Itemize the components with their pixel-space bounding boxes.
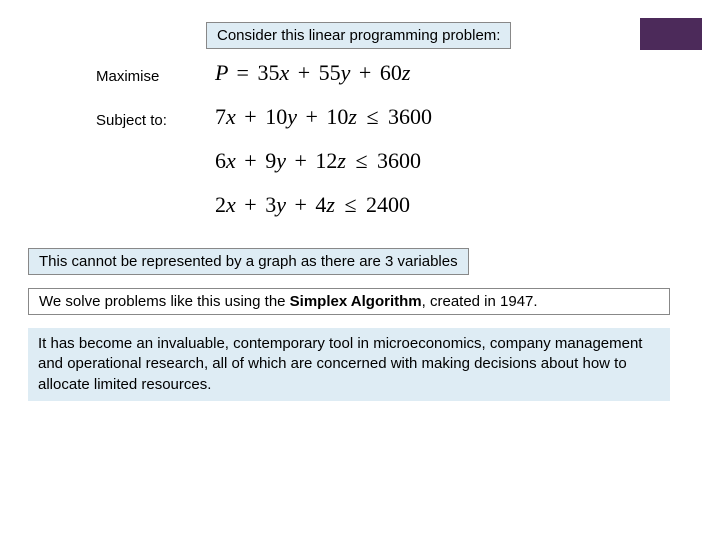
note-simplex: We solve problems like this using the Si… xyxy=(28,288,670,315)
plus-icon: + xyxy=(356,60,374,85)
eq-var: P xyxy=(215,60,228,85)
eq-var: x xyxy=(226,192,236,217)
eq-coef: 12 xyxy=(315,148,337,173)
equation-constraint-2: 6x + 9y + 12z ≤ 3600 xyxy=(215,148,421,174)
plus-icon: + xyxy=(291,148,309,173)
note-text-pre: We solve problems like this using the xyxy=(39,293,290,310)
eq-rhs: 3600 xyxy=(377,148,421,173)
note-text: This cannot be represented by a graph as… xyxy=(39,253,458,270)
corner-accent xyxy=(640,18,702,50)
eq-var: z xyxy=(348,104,357,129)
note-text-bold: Simplex Algorithm xyxy=(290,293,422,310)
eq-var: x xyxy=(226,148,236,173)
plus-icon: + xyxy=(295,60,313,85)
eq-coef: 10 xyxy=(326,104,348,129)
eq-coef: 3 xyxy=(265,192,276,217)
eq-coef: 2 xyxy=(215,192,226,217)
title-text: Consider this linear programming problem… xyxy=(217,27,500,44)
plus-icon: + xyxy=(241,192,259,217)
eq-var: x xyxy=(226,104,236,129)
eq-coef: 4 xyxy=(315,192,326,217)
equation-constraint-3: 2x + 3y + 4z ≤ 2400 xyxy=(215,192,410,218)
eq-coef: 60 xyxy=(380,60,402,85)
eq-var: x xyxy=(279,60,289,85)
equation-objective: P = 35x + 55y + 60z xyxy=(215,60,410,86)
eq-var: z xyxy=(402,60,411,85)
plus-icon: + xyxy=(302,104,320,129)
eq-var: y xyxy=(341,60,351,85)
eq-var: y xyxy=(287,104,297,129)
label-maximise: Maximise xyxy=(96,68,159,85)
leq-icon: ≤ xyxy=(351,148,371,173)
eq-coef: 7 xyxy=(215,104,226,129)
note-description: It has become an invaluable, contemporar… xyxy=(28,328,670,401)
plus-icon: + xyxy=(291,192,309,217)
eq-rhs: 2400 xyxy=(366,192,410,217)
eq-var: y xyxy=(276,192,286,217)
label-subject-to: Subject to: xyxy=(96,112,167,129)
eq-coef: 9 xyxy=(265,148,276,173)
eq-coef: 10 xyxy=(265,104,287,129)
eq-op: = xyxy=(234,60,252,85)
eq-rhs: 3600 xyxy=(388,104,432,129)
note-text: It has become an invaluable, contemporar… xyxy=(38,335,642,393)
note-text-post: , created in 1947. xyxy=(422,293,538,310)
eq-var: z xyxy=(326,192,335,217)
eq-var: y xyxy=(276,148,286,173)
leq-icon: ≤ xyxy=(362,104,382,129)
leq-icon: ≤ xyxy=(340,192,360,217)
plus-icon: + xyxy=(241,104,259,129)
note-graph: This cannot be represented by a graph as… xyxy=(28,248,469,275)
eq-coef: 35 xyxy=(257,60,279,85)
plus-icon: + xyxy=(241,148,259,173)
eq-coef: 55 xyxy=(319,60,341,85)
eq-var: z xyxy=(337,148,346,173)
title-box: Consider this linear programming problem… xyxy=(206,22,511,49)
equation-constraint-1: 7x + 10y + 10z ≤ 3600 xyxy=(215,104,432,130)
eq-coef: 6 xyxy=(215,148,226,173)
